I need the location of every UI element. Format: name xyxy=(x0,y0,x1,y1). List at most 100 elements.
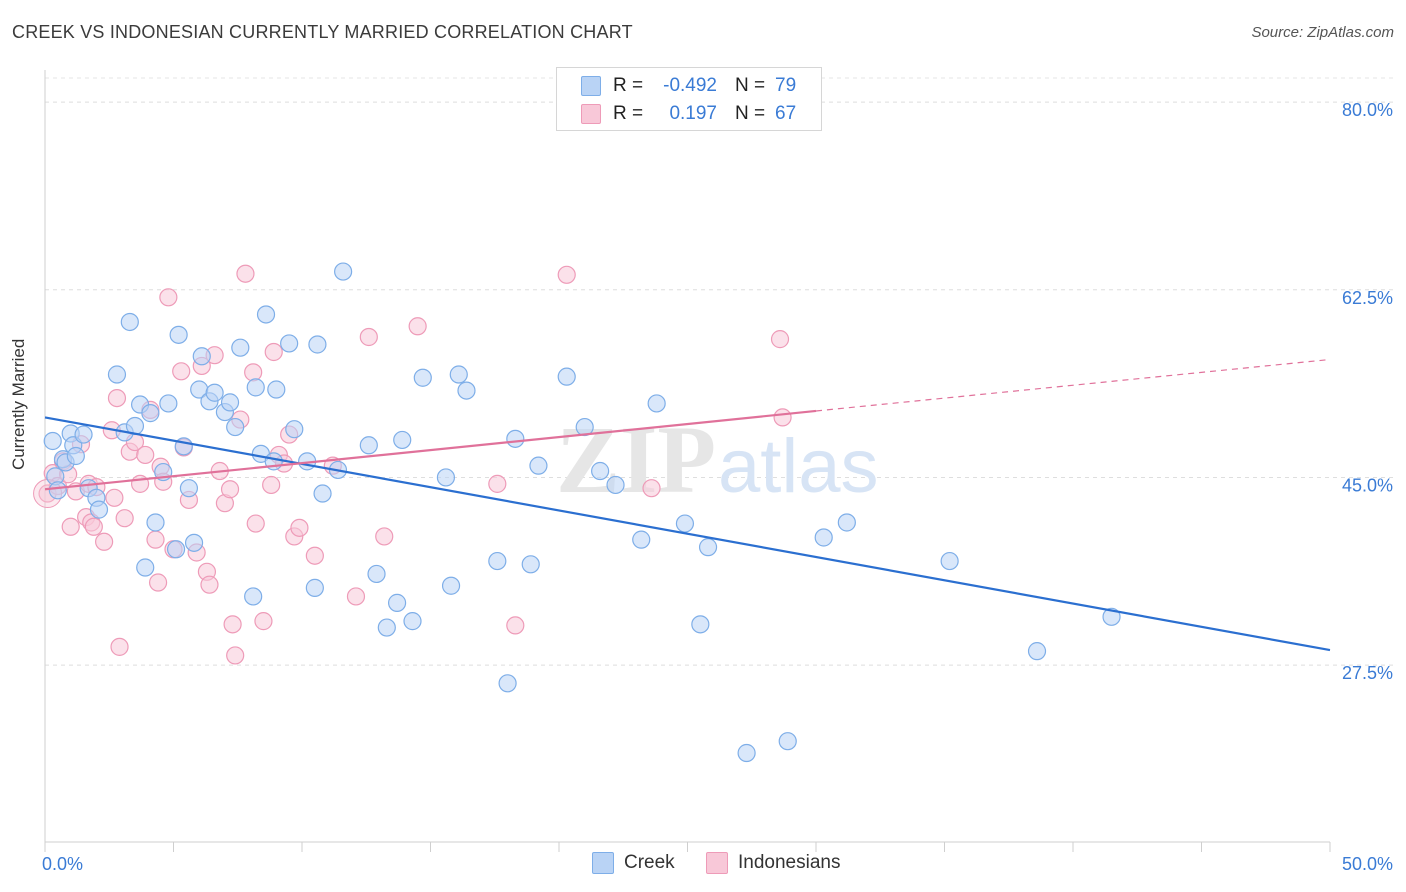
creek-point xyxy=(205,383,224,402)
indonesians-point xyxy=(770,330,790,349)
creek-swatch xyxy=(581,76,601,96)
creek-point xyxy=(166,540,186,559)
creek-point xyxy=(231,338,250,357)
indonesians-point xyxy=(236,264,255,283)
n-label: N = xyxy=(735,75,766,96)
indonesians-point xyxy=(159,288,178,307)
creek-point xyxy=(1102,607,1121,626)
indonesians-point xyxy=(105,488,124,507)
creek-point xyxy=(737,743,756,763)
creek-point xyxy=(387,593,407,612)
tick-labels: 27.5% 45.0% 62.5% 80.0% 0.0% 50.0% xyxy=(42,100,1393,874)
creek-swatch xyxy=(592,852,614,874)
indonesians-point xyxy=(506,616,525,635)
creek-points xyxy=(43,262,1121,763)
indonesians-point xyxy=(95,532,114,551)
creek-point xyxy=(267,380,286,399)
indonesians-point xyxy=(375,527,394,546)
creek-point xyxy=(305,578,324,597)
creek-point xyxy=(557,367,576,386)
indonesians-point xyxy=(246,514,265,533)
creek-point xyxy=(393,430,412,450)
indonesians-point xyxy=(220,480,240,499)
creek-point xyxy=(313,484,332,503)
creek-point xyxy=(244,587,263,606)
creek-point xyxy=(74,425,93,444)
creek-point xyxy=(403,612,422,631)
source-label: Source: ZipAtlas.com xyxy=(1251,24,1394,41)
creek-point xyxy=(367,564,386,584)
creek-point xyxy=(591,461,610,481)
indonesians-point xyxy=(264,342,283,362)
axes xyxy=(44,70,1331,852)
y-tick-label: 62.5% xyxy=(1342,288,1393,308)
indonesians-point xyxy=(346,587,366,606)
creek-point xyxy=(837,513,856,532)
indonesians-point xyxy=(146,530,165,549)
indonesians-point xyxy=(107,389,127,408)
creek-point xyxy=(226,417,245,437)
creek-point xyxy=(256,305,276,324)
creek-point xyxy=(334,262,353,281)
creek-point xyxy=(141,404,160,423)
indonesians-trend-line xyxy=(44,409,817,491)
indonesians-point xyxy=(254,612,273,631)
creek-point xyxy=(940,551,959,571)
indonesians-point xyxy=(115,509,134,528)
indonesians-point xyxy=(557,265,576,284)
x-tick-label: 0.0% xyxy=(42,854,83,874)
creek-point xyxy=(529,456,548,475)
creek-point xyxy=(457,381,476,400)
trend-lines xyxy=(44,358,1331,652)
indonesians-point xyxy=(642,479,661,498)
creek-point xyxy=(246,378,265,397)
r-value: -0.492 xyxy=(663,75,717,96)
creek-point xyxy=(606,475,625,495)
r-value: 0.197 xyxy=(669,103,717,124)
creek-point xyxy=(220,393,240,412)
creek-point xyxy=(359,436,378,455)
creek-point xyxy=(449,365,468,384)
creek-point xyxy=(43,431,62,451)
indonesians-point xyxy=(488,474,507,493)
creek-point xyxy=(814,528,833,547)
indonesians-point xyxy=(136,445,155,465)
x-tick-label: 50.0% xyxy=(1342,854,1393,874)
creek-point xyxy=(698,538,718,557)
creek-point xyxy=(280,334,299,353)
creek-point xyxy=(647,394,666,413)
creek-point xyxy=(48,481,67,500)
n-value: 67 xyxy=(775,103,797,124)
indonesians-point xyxy=(262,475,281,495)
r-label: R = xyxy=(613,75,644,96)
indonesians-point xyxy=(223,615,242,634)
creek-point xyxy=(498,674,517,693)
y-axis-label: Currently Married xyxy=(9,338,28,470)
indonesians-point xyxy=(110,637,129,656)
creek-point xyxy=(159,394,178,413)
chart-title: CREEK VS INDONESIAN CURRENTLY MARRIED CO… xyxy=(12,22,633,42)
creek-point xyxy=(107,365,127,384)
creek-point xyxy=(488,551,507,571)
n-label: N = xyxy=(735,103,766,124)
creek-point xyxy=(1027,642,1047,661)
creek-point xyxy=(66,446,85,466)
legend-row-indonesians: R = 0.197 N = 67 xyxy=(581,100,796,128)
legend-stats: R = -0.492 N = 79 R = 0.197 N = 67 xyxy=(556,67,822,131)
indonesians-point xyxy=(148,573,168,592)
legend-item-indonesians[interactable]: Indonesians xyxy=(706,852,840,874)
creek-point xyxy=(184,533,204,552)
creek-trend-line xyxy=(44,416,1331,652)
indonesians-point xyxy=(61,517,80,536)
creek-point xyxy=(89,500,109,519)
y-tick-label: 27.5% xyxy=(1342,663,1393,683)
legend-item-creek[interactable]: Creek xyxy=(592,852,675,874)
creek-point xyxy=(778,732,797,751)
indonesians-point xyxy=(172,362,191,381)
legend-label-indonesians: Indonesians xyxy=(738,852,841,873)
indonesians-point xyxy=(200,575,219,594)
indonesians-point xyxy=(84,517,103,536)
creek-point xyxy=(521,555,540,574)
creek-point xyxy=(675,514,695,533)
